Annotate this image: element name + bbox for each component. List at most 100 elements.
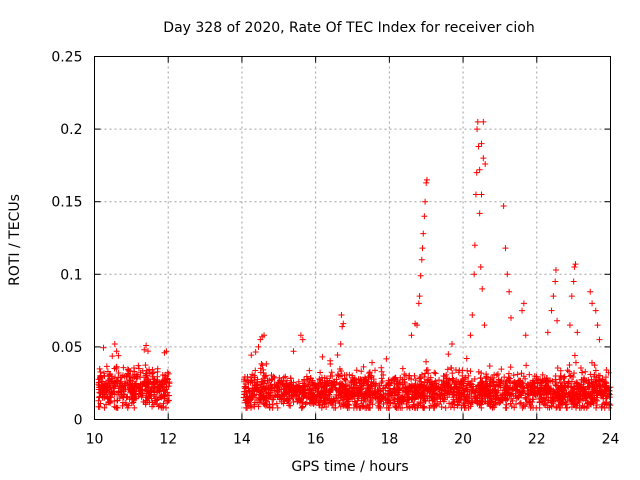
data-point	[134, 371, 141, 378]
data-point	[127, 380, 134, 387]
data-point	[101, 385, 108, 392]
data-point	[511, 380, 518, 387]
data-point	[423, 179, 430, 186]
data-point	[558, 382, 565, 389]
data-point	[322, 389, 329, 396]
data-point	[568, 404, 575, 411]
data-point	[577, 365, 584, 372]
data-point	[150, 376, 157, 383]
data-point	[433, 382, 440, 389]
data-point	[592, 367, 599, 374]
data-point	[466, 381, 473, 388]
data-point	[309, 379, 316, 386]
data-point	[101, 391, 108, 398]
data-point	[442, 404, 449, 411]
data-point	[108, 394, 115, 401]
data-point	[135, 383, 142, 390]
data-point	[405, 372, 412, 379]
data-point	[95, 386, 102, 393]
data-point	[545, 397, 552, 404]
data-point	[520, 300, 527, 307]
data-point	[154, 396, 161, 403]
data-point	[115, 374, 122, 381]
data-point	[547, 386, 554, 393]
data-point	[548, 307, 555, 314]
data-point	[541, 394, 548, 401]
data-point	[547, 394, 554, 401]
data-point	[420, 230, 427, 237]
data-point	[498, 366, 505, 373]
data-point	[369, 394, 376, 401]
data-point	[571, 264, 578, 271]
data-point	[114, 378, 121, 385]
data-point	[379, 378, 386, 385]
data-point	[477, 264, 484, 271]
data-point	[471, 242, 478, 249]
data-point	[451, 404, 458, 411]
data-point	[372, 395, 379, 402]
data-point	[557, 398, 564, 405]
data-point	[486, 401, 493, 408]
data-point	[515, 394, 522, 401]
data-point	[101, 373, 108, 380]
data-point	[269, 401, 276, 408]
data-point	[562, 399, 569, 406]
data-point	[563, 404, 570, 411]
data-point	[571, 352, 578, 359]
data-point	[463, 386, 470, 393]
data-point	[461, 392, 468, 399]
data-point	[244, 377, 251, 384]
data-point	[249, 379, 256, 386]
data-point	[247, 402, 254, 409]
data-point	[113, 348, 120, 355]
data-point	[445, 381, 452, 388]
data-point	[322, 381, 329, 388]
data-point	[117, 378, 124, 385]
data-point	[113, 404, 120, 411]
data-point	[404, 404, 411, 411]
data-point	[119, 381, 126, 388]
data-point	[398, 396, 405, 403]
data-point	[249, 394, 256, 401]
data-point	[494, 370, 501, 377]
data-point	[382, 395, 389, 402]
data-point	[587, 371, 594, 378]
data-point	[468, 390, 475, 397]
data-point	[427, 387, 434, 394]
data-point	[318, 374, 325, 381]
data-point	[528, 386, 535, 393]
data-point	[572, 261, 579, 268]
y-tick-label: 0.25	[51, 50, 82, 66]
data-point	[550, 388, 557, 395]
data-point	[284, 377, 291, 384]
data-point	[155, 403, 162, 410]
data-point	[536, 396, 543, 403]
data-point	[262, 395, 269, 402]
data-point	[158, 392, 165, 399]
data-point	[284, 396, 291, 403]
data-point	[126, 373, 133, 380]
data-point	[99, 382, 106, 389]
data-point	[505, 377, 511, 384]
data-point	[552, 278, 559, 285]
data-point	[475, 368, 482, 375]
data-point	[390, 376, 397, 383]
data-point	[459, 379, 466, 386]
data-point	[339, 323, 346, 330]
data-point	[515, 377, 522, 384]
data-point	[436, 376, 443, 383]
data-point	[588, 359, 595, 366]
data-point	[383, 355, 390, 362]
data-point	[594, 390, 601, 397]
data-point	[282, 373, 289, 380]
data-point	[596, 336, 603, 343]
data-point	[584, 400, 591, 407]
data-point	[510, 372, 517, 379]
data-point	[544, 329, 551, 336]
data-point	[114, 391, 121, 398]
data-point	[120, 364, 127, 371]
data-point	[328, 386, 335, 393]
data-point	[349, 393, 356, 400]
data-point	[421, 213, 428, 220]
data-point	[316, 375, 323, 382]
